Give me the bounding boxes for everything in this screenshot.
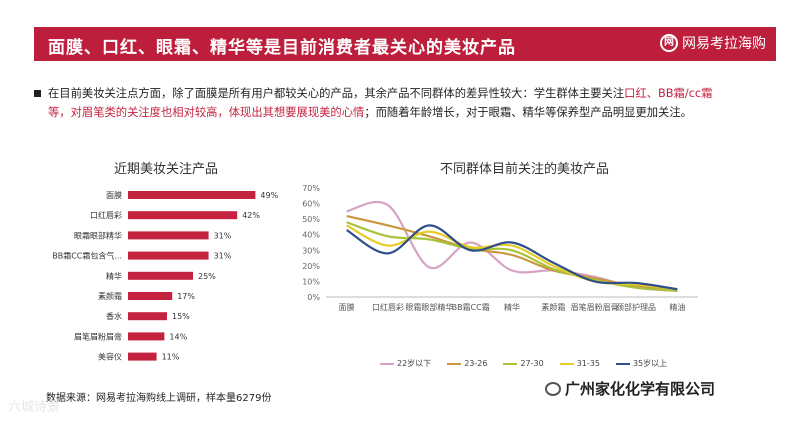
series-line: [346, 224, 678, 291]
summary-highlight: 口红、BB霜/cc霜等，对眉笔类的关注度也相对较高，体现出其想要展现美的心情: [48, 87, 713, 119]
bar: [128, 251, 209, 260]
bar: [128, 292, 173, 300]
series-line: [346, 214, 678, 292]
legend-label: 27-30: [520, 359, 544, 368]
bar: [128, 191, 256, 199]
title-banner: 面膜、口红、眼霜、精华等是目前消费者最关心的美妆产品 网 网易考拉海购: [34, 27, 776, 61]
y-tick-label: 30%: [302, 246, 320, 255]
x-tick-label: 精华: [504, 302, 520, 312]
x-tick-label: 口红唇彩: [372, 302, 404, 312]
line-chart-legend: 22岁以下 23-26 27-30 31-35 35岁以上: [380, 358, 667, 369]
bar: [128, 271, 193, 280]
y-tick-label: 40%: [302, 231, 320, 240]
x-tick-label: 精油: [669, 302, 685, 312]
bar-category-label: 精华: [106, 271, 122, 281]
legend-swatch: [615, 362, 630, 365]
legend-swatch: [503, 362, 518, 365]
line-chart-title: 不同群体目前关注的美妆产品: [440, 162, 610, 177]
y-tick-label: 20%: [302, 262, 320, 271]
summary-text-3: ；而随着年龄增长，对于眼霜、精华等保养型产品明显更加关注。: [364, 106, 692, 119]
company-name: 广州家化化学有限公司: [565, 380, 716, 398]
bar-category-label: 眉笔眉粉眉膏: [74, 331, 122, 341]
bar-value-label: 25%: [198, 272, 216, 281]
series-line: [346, 221, 678, 292]
bar: [128, 211, 238, 220]
bar-chart-title: 近期美妆关注产品: [114, 162, 219, 177]
y-tick-label: 60%: [302, 200, 320, 209]
legend-item: 23-26: [447, 358, 487, 369]
data-source-note: 数据来源：网易考拉海购线上调研，样本量6279份: [46, 393, 272, 404]
bar-value-label: 49%: [260, 191, 278, 200]
brand-name: 网易考拉海购: [682, 36, 766, 52]
netease-logo-icon: 网: [660, 34, 678, 52]
legend-label: 31-35: [576, 359, 600, 368]
legend-swatch: [447, 362, 462, 365]
x-tick-label: BB霜CC霜: [452, 303, 490, 312]
x-tick-label: 眉笔眉粉眉膏: [571, 302, 619, 312]
bullet-icon: [34, 90, 41, 97]
bar-value-label: 42%: [242, 211, 260, 220]
legend-label: 23-26: [464, 359, 488, 368]
summary-paragraph: 在目前美妆关注点方面，除了面膜是所有用户都较关心的产品，其余产品不同群体的差异性…: [34, 84, 716, 122]
legend-item: 35岁以上: [615, 358, 668, 369]
y-tick-label: 70%: [302, 184, 320, 193]
y-tick-label: 0%: [307, 293, 320, 302]
bar-category-label: 香水: [106, 311, 122, 321]
bar: [128, 332, 165, 341]
bar-category-label: 美容仪: [98, 352, 122, 362]
legend-swatch: [559, 362, 574, 365]
bar-value-label: 11%: [162, 353, 180, 362]
bar-value-label: 31%: [214, 231, 232, 240]
legend-swatch: [380, 362, 394, 365]
watermark: 六城诗景: [8, 400, 61, 415]
bar: [128, 231, 209, 240]
bar-category-label: 面膜: [106, 190, 122, 200]
bar-value-label: 14%: [169, 332, 187, 341]
x-tick-label: 颈部护理品: [616, 302, 656, 312]
summary-text-1: 在目前美妆关注点方面，除了面膜是所有用户都较关心的产品，其余产品不同群体的差异性…: [48, 87, 625, 100]
legend-label: 35岁以上: [632, 359, 668, 368]
legend-item: 27-30: [503, 358, 544, 369]
bar-category-label: 眼霜眼部精华: [74, 230, 122, 240]
bar-category-label: 素颜霜: [98, 291, 122, 301]
line-chart: 0% 10% 20% 30% 40% 50% 60% 70% 面膜 口红唇彩 眼霜眼部精华BB霜CC…: [302, 184, 698, 312]
bar-category-label: BB霜CC霜包含气...: [52, 251, 122, 261]
legend-label: 22岁以下: [397, 359, 432, 368]
bar-value-label: 15%: [172, 312, 190, 321]
wechat-icon: [545, 381, 561, 396]
bar-value-label: 17%: [177, 292, 195, 301]
legend-item: 22岁以下: [380, 358, 431, 369]
page-title: 面膜、口红、眼霜、精华等是目前消费者最关心的美妆产品: [48, 38, 516, 58]
company-attribution: 广州家化化学有限公司: [545, 378, 715, 399]
bar-chart: 面膜 49% 口红唇彩 42% 眼霜眼部精华 31% BB霜CC霜包含气... 31% 精华 25…: [52, 190, 278, 362]
bar: [128, 312, 167, 321]
brand-logo: 网 网易考拉海购: [660, 33, 766, 53]
y-tick-label: 50%: [302, 215, 320, 224]
legend-item: 31-35: [559, 358, 600, 369]
series-line: [346, 224, 678, 291]
x-tick-label: 眼霜眼部精华: [405, 302, 453, 312]
y-tick-label: 10%: [302, 277, 320, 286]
bar: [128, 352, 157, 361]
bar-category-label: 口红唇彩: [90, 210, 122, 220]
x-tick-label: 素颜霜: [541, 302, 565, 312]
bar-value-label: 31%: [214, 252, 232, 261]
x-tick-label: 面膜: [339, 302, 355, 312]
